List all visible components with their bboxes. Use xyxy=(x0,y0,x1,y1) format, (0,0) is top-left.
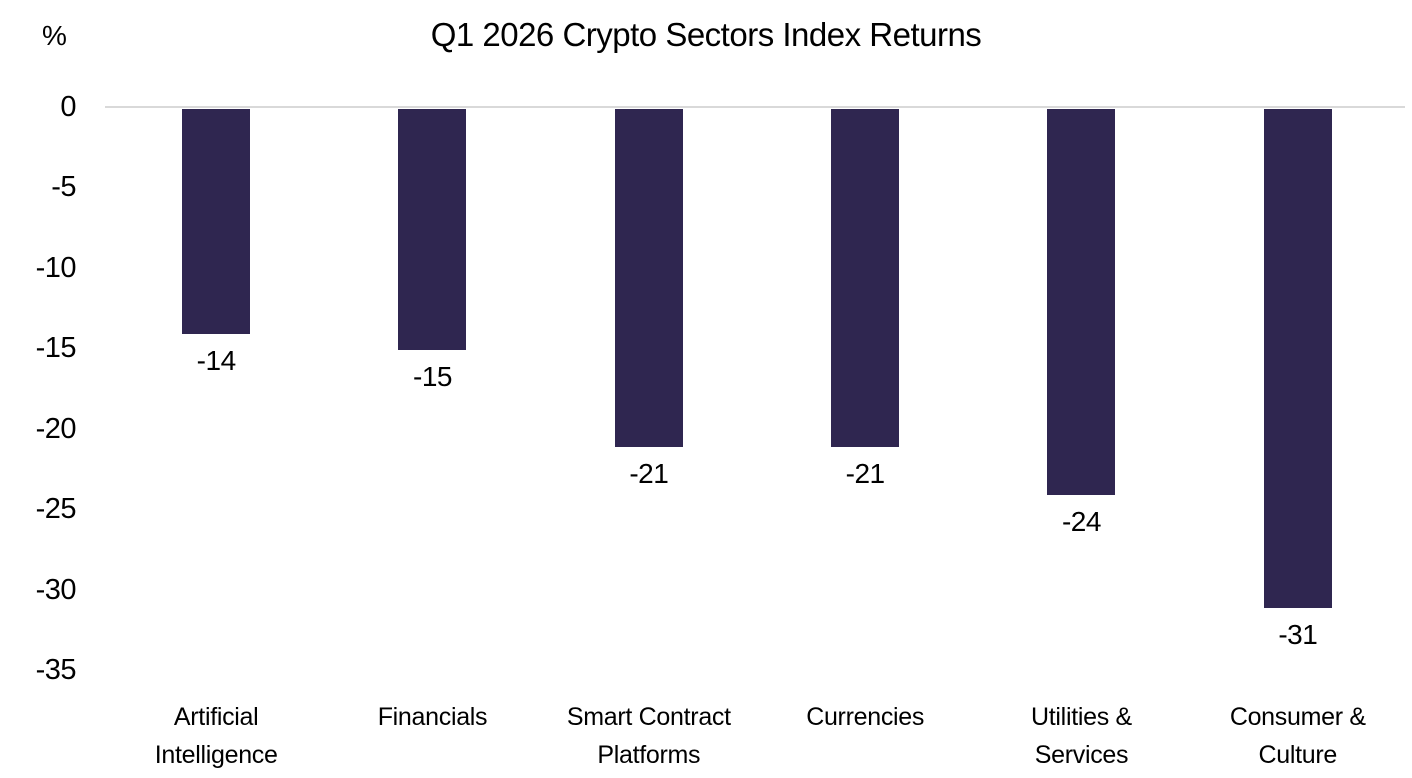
category-label: Artificial Intelligence xyxy=(108,698,324,774)
category-label-line: Financials xyxy=(377,703,488,731)
category-label-line: Consumer & xyxy=(1229,703,1366,731)
plot-area: -14 -15 -21 -21 -24 -31 xyxy=(108,109,1406,672)
category-label-line: Currencies xyxy=(806,703,925,731)
y-tick-label: -5 xyxy=(51,171,76,204)
chart-title: Q1 2026 Crypto Sectors Index Returns xyxy=(430,16,982,53)
bar xyxy=(1047,109,1116,496)
y-tick-label: 0 xyxy=(60,91,76,123)
bar xyxy=(831,109,900,447)
category-label-line: Smart Contract xyxy=(566,703,731,731)
y-tick-label: -20 xyxy=(35,412,77,445)
bar-value-label: -21 xyxy=(845,457,885,489)
bar-value-label: -21 xyxy=(629,457,669,489)
category-label: Utilities & Services xyxy=(973,698,1189,774)
y-tick-label: -30 xyxy=(35,573,77,606)
category-label-line: Intelligence xyxy=(154,741,278,769)
bar-column: -21 xyxy=(541,109,757,672)
category-label-line: Culture xyxy=(1258,741,1338,769)
bar xyxy=(182,109,251,335)
x-axis-labels: Artificial Intelligence Financials Smart Co… xyxy=(108,698,1406,774)
category-label: Currencies xyxy=(757,698,973,774)
y-tick-label: -10 xyxy=(35,251,77,284)
y-tick-label: -35 xyxy=(35,654,77,686)
y-tick-label: -25 xyxy=(35,493,77,526)
bar-column: -14 xyxy=(108,109,324,672)
category-label: Consumer & Culture xyxy=(1190,698,1406,774)
bar-column: -21 xyxy=(757,109,973,672)
category-label-line: Utilities & xyxy=(1031,703,1132,731)
y-tick-label: -15 xyxy=(35,332,77,365)
y-axis-unit-label: % xyxy=(42,20,67,51)
bar-value-label: -14 xyxy=(196,345,236,377)
bar-value-label: -24 xyxy=(1061,506,1101,538)
bar xyxy=(398,109,467,351)
category-label-line: Artificial xyxy=(173,703,259,731)
bar-value-label: -15 xyxy=(413,361,452,393)
bar xyxy=(1263,109,1332,608)
category-label-line: Services xyxy=(1034,741,1129,769)
category-label: Smart Contract Platforms xyxy=(541,698,757,774)
bar-value-label: -31 xyxy=(1278,618,1318,650)
y-axis: 0 -5 -10 -15 -20 -25 -30 -35 xyxy=(0,0,77,778)
bar-column: -31 xyxy=(1190,109,1406,672)
bar xyxy=(614,109,683,447)
bar-column: -24 xyxy=(973,109,1189,672)
x-axis-zero-line xyxy=(105,106,1405,108)
bar-column: -15 xyxy=(324,109,540,672)
category-label-line: Platforms xyxy=(597,741,701,769)
category-label: Financials xyxy=(324,698,540,774)
